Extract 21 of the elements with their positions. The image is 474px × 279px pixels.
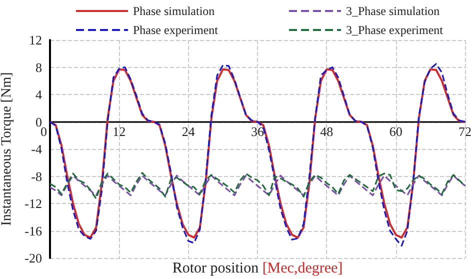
y-tick-label: -20 xyxy=(24,250,42,266)
legend-label: Phase experiment xyxy=(133,23,219,37)
y-axis-title: Instantaneous Torque [Nm] xyxy=(0,72,14,226)
x-tick-label: 48 xyxy=(320,124,334,139)
legend-label: 3_Phase experiment xyxy=(346,23,444,37)
x-tick-label: 72 xyxy=(458,124,472,139)
x-tick-label: 60 xyxy=(389,124,402,139)
x-tick-label: 36 xyxy=(251,124,264,139)
x-tick-label: 12 xyxy=(112,124,126,139)
y-tick-label: 12 xyxy=(29,32,42,48)
x-axis-title: Rotor position [Mec,degree] xyxy=(172,260,343,276)
y-tick-label: 0 xyxy=(36,114,42,130)
y-tick-label: 8 xyxy=(36,60,42,75)
y-tick-label: -4 xyxy=(31,142,42,156)
y-tick-label: -12 xyxy=(24,196,42,211)
legend-label: Phase simulation xyxy=(133,4,215,18)
y-tick-label: 4 xyxy=(36,87,42,102)
legend-label: 3_Phase simulation xyxy=(346,4,440,18)
y-tick-label: -8 xyxy=(31,168,42,184)
x-tick-label: 24 xyxy=(182,124,196,139)
y-tick-label: -16 xyxy=(24,223,42,238)
